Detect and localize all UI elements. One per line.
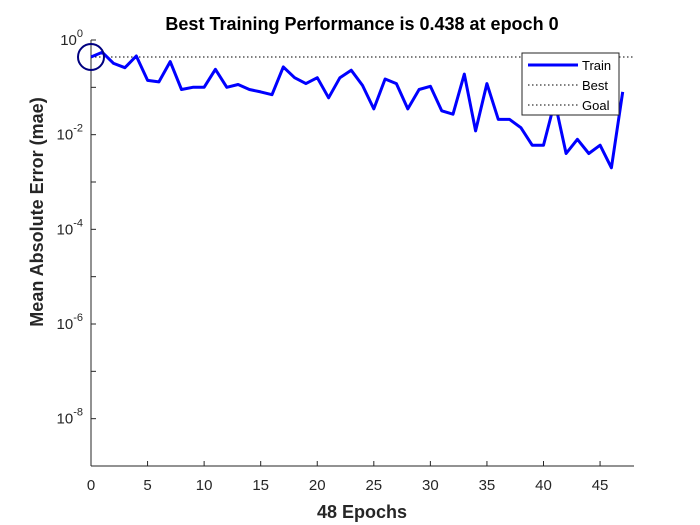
- x-tick-label: 40: [535, 477, 552, 494]
- y-tick-label: 10-4: [57, 217, 83, 238]
- legend-label-train: Train: [582, 58, 611, 73]
- y-tick-label: 10-6: [57, 312, 83, 333]
- legend-label-goal: Goal: [582, 98, 610, 113]
- y-axis-label: Mean Absolute Error (mae): [27, 97, 47, 326]
- x-tick-label: 35: [479, 477, 496, 494]
- x-tick-label: 45: [592, 477, 609, 494]
- x-tick-label: 10: [196, 477, 213, 494]
- x-tick-label: 30: [422, 477, 439, 494]
- y-tick-label: 100: [60, 28, 83, 49]
- x-tick-label: 15: [252, 477, 269, 494]
- x-tick-label: 0: [87, 477, 95, 494]
- x-tick-label: 25: [365, 477, 382, 494]
- legend-label-best: Best: [582, 78, 608, 93]
- x-axis-label: 48 Epochs: [317, 502, 407, 522]
- x-tick-label: 20: [309, 477, 326, 494]
- x-tick-label: 5: [143, 477, 151, 494]
- legend: Train Best Goal: [521, 52, 620, 116]
- y-tick-label: 10-8: [57, 407, 83, 428]
- best-epoch-marker: [77, 42, 105, 71]
- y-tick-label: 10-2: [57, 123, 83, 144]
- train-line: [90, 50, 625, 170]
- legend-box: [521, 52, 620, 116]
- chart-title: Best Training Performance is 0.438 at ep…: [165, 14, 558, 34]
